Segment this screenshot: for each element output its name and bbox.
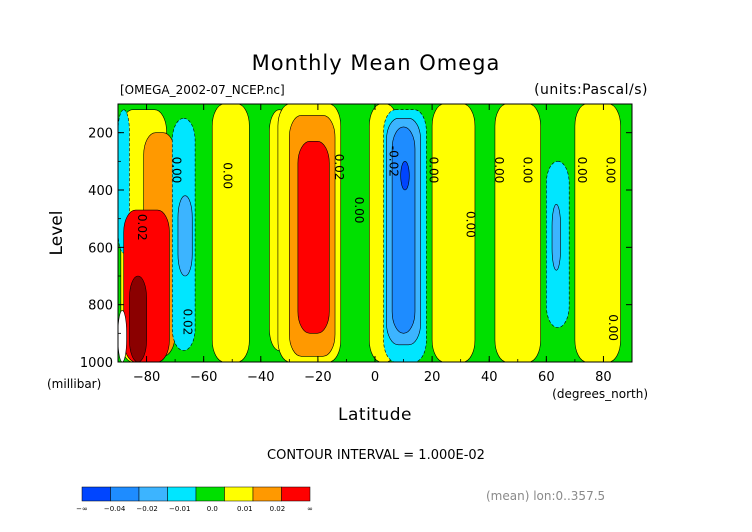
contour-interval-note: CONTOUR INTERVAL = 1.000E-02: [267, 448, 485, 463]
units-label: (units:Pascal/s): [534, 82, 648, 98]
region-nh-yellow-3: [574, 104, 621, 362]
mean-note: (mean) lon:0..357.5: [486, 489, 605, 503]
region-nh-yellow-1: [431, 104, 476, 362]
x-tick-label: 60: [538, 370, 555, 385]
x-tick-label: 40: [481, 370, 498, 385]
colorbar-label: −0.01: [169, 505, 190, 513]
colorbar-swatch: [81, 486, 111, 502]
contour-label: 0.02: [135, 214, 149, 241]
x-tick-label: −80: [133, 370, 160, 385]
colorbar-swatch: [281, 486, 311, 502]
colorbar-swatch: [110, 486, 140, 502]
x-axis: −80 −60 −40 −20 0 20 40 60 80: [117, 104, 633, 385]
contour-label: 0.00: [606, 314, 620, 341]
y-tick-label: 1000: [80, 356, 113, 371]
y-tick-label: 800: [88, 299, 113, 314]
colorbar-label: 0.02: [270, 505, 286, 513]
x-axis-units: (degrees_north): [552, 387, 648, 401]
contour-label: 0.00: [352, 197, 366, 224]
x-tick-label: 20: [424, 370, 441, 385]
y-tick-label: 600: [88, 241, 113, 256]
contour-label: -0.02: [386, 146, 400, 177]
colorbar-swatch: [224, 486, 254, 502]
x-tick-label: −40: [247, 370, 274, 385]
colorbar-swatch: [252, 486, 282, 502]
contour-label: 0.00: [492, 157, 506, 184]
colorbar-swatch: [167, 486, 197, 502]
colorbar-label: −∞: [76, 505, 88, 513]
y-tick-label: 200: [88, 127, 113, 142]
region-nh-blue: [551, 204, 561, 271]
region-sh-yellow-1: [211, 104, 250, 362]
y-axis: 200 400 600 800 1000: [80, 103, 632, 371]
chart-title: Monthly Mean Omega: [252, 51, 501, 75]
colorbar-label: −0.02: [136, 505, 157, 513]
contour-plot-area: [118, 104, 632, 362]
region-itcz-core: [400, 161, 410, 191]
contour-label: 0.02: [181, 309, 195, 336]
contour-label: 0.00: [426, 157, 440, 184]
colorbar-label: 0.01: [237, 505, 253, 513]
colorbar-swatch: [138, 486, 168, 502]
x-tick-label: 80: [595, 370, 612, 385]
contour-label: 0.00: [520, 157, 534, 184]
y-tick-label: 400: [88, 184, 113, 199]
contour-label: 0.00: [603, 157, 617, 184]
x-axis-label: Latitude: [338, 405, 412, 425]
colorbar-swatch: [195, 486, 225, 502]
y-axis-label: Level: [47, 211, 67, 256]
region-st-red: [297, 140, 330, 334]
contour-label: 0.00: [463, 211, 477, 238]
colorbar-label: ∞: [307, 505, 313, 513]
contour-label: 0.00: [169, 157, 183, 184]
region-sh-dark-red: [129, 275, 147, 362]
x-tick-label: −20: [304, 370, 331, 385]
contour-label: 0.00: [221, 162, 235, 189]
contour-label: 0.00: [575, 157, 589, 184]
region-nh-yellow-2: [494, 104, 541, 362]
contour-labels: 0.00 0.02 0.02 0.00 0.02 0.00 -0.02 0.00 0.00 0.0…: [135, 146, 620, 341]
contour-label: 0.02: [332, 154, 346, 181]
colorbar-label: 0.0: [207, 505, 218, 513]
file-label: [OMEGA_2002-07_NCEP.nc]: [120, 83, 285, 97]
y-axis-units: (millibar): [47, 377, 101, 391]
region-sh-blue: [177, 195, 193, 277]
colorbar: −∞ −0.04 −0.02 −0.01 0.0 0.01 0.02 ∞: [76, 486, 313, 513]
colorbar-label: −0.04: [104, 505, 126, 513]
region-sh-white-gap: [118, 310, 127, 362]
x-tick-label: −60: [190, 370, 217, 385]
x-tick-label: 0: [371, 370, 379, 385]
